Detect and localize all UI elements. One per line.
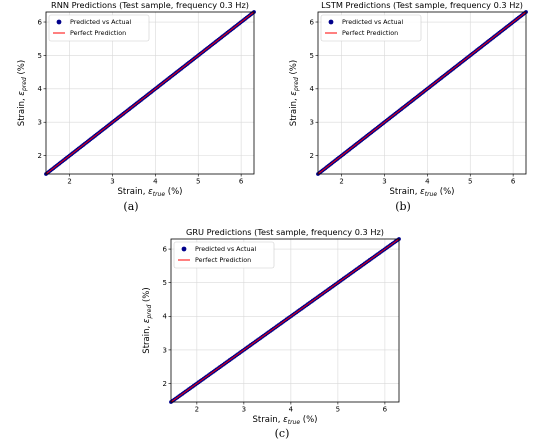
y-tick-label: 6	[163, 245, 168, 253]
legend-box	[320, 14, 422, 42]
x-axis-label-subscript: true	[288, 419, 301, 426]
perfect-prediction-line	[170, 238, 400, 403]
x-axis-label-symbol: ε	[148, 187, 153, 197]
y-tick-label: 5	[163, 279, 167, 287]
perfect-prediction-line	[45, 11, 255, 175]
caption-b: (b)	[395, 200, 411, 213]
legend-marker-scatter	[328, 19, 334, 25]
y-axis-label-suffix: (%)	[142, 287, 152, 304]
legend: Predicted vs Actual Perfect Prediction	[320, 14, 422, 42]
x-axis-label-subscript: true	[425, 191, 438, 198]
x-tick-label: 4	[425, 178, 430, 186]
x-axis-label-symbol: ε	[420, 187, 425, 197]
y-tick-label: 6	[38, 18, 43, 26]
y-axis-label-subscript: pred	[293, 77, 300, 92]
plot-frame	[170, 238, 400, 403]
perfect-prediction-line	[317, 11, 527, 175]
y-tick-label: 3	[310, 119, 314, 127]
y-axis-label-prefix: Strain,	[17, 96, 27, 127]
legend-marker-scatter	[56, 19, 62, 25]
panel-a: RNN Predictions (Test sample, frequency …	[17, 0, 256, 198]
legend-label: Perfect Prediction	[195, 256, 251, 264]
x-tick-label: 3	[242, 406, 246, 414]
legend-marker-scatter	[181, 246, 187, 252]
y-tick-label: 2	[38, 152, 42, 160]
x-axis-label-prefix: Strain,	[118, 187, 149, 197]
panel-b: LSTM Predictions (Test sample, frequency…	[289, 0, 528, 198]
y-axis-label-prefix: Strain,	[289, 96, 299, 127]
x-tick-label: 2	[339, 178, 343, 186]
x-axis-label-subscript: true	[153, 191, 166, 198]
x-axis-label-suffix: (%)	[165, 187, 182, 197]
x-axis-label-symbol: ε	[283, 415, 288, 425]
y-axis-label-symbol: ε	[289, 91, 299, 96]
y-tick-label: 4	[163, 313, 168, 321]
y-tick-label: 6	[310, 18, 315, 26]
legend-label: Predicted vs Actual	[195, 245, 256, 253]
y-axis-label-subscript: pred	[146, 305, 153, 320]
y-axis-label-prefix: Strain,	[142, 323, 152, 354]
y-axis-label-subscript: pred	[21, 77, 28, 92]
chart-title: LSTM Predictions (Test sample, frequency…	[321, 0, 523, 10]
y-axis-label: Strain, εpred (%)	[142, 287, 153, 353]
x-tick-label: 6	[511, 178, 516, 186]
legend-label: Perfect Prediction	[342, 29, 398, 37]
x-axis-label-suffix: (%)	[437, 187, 454, 197]
legend-label: Predicted vs Actual	[342, 18, 403, 26]
panel-c: GRU Predictions (Test sample, frequency …	[142, 227, 401, 426]
x-tick-label: 2	[195, 406, 199, 414]
x-tick-label: 4	[153, 178, 158, 186]
y-axis-label-symbol: ε	[17, 91, 27, 96]
y-tick-label: 5	[38, 52, 42, 60]
x-tick-label: 5	[468, 178, 472, 186]
x-tick-label: 3	[110, 178, 114, 186]
legend-label: Perfect Prediction	[70, 29, 126, 37]
x-axis-label: Strain, εtrue (%)	[118, 187, 183, 198]
x-tick-label: 5	[196, 178, 200, 186]
x-axis-label-prefix: Strain,	[390, 187, 421, 197]
y-axis-label: Strain, εpred (%)	[17, 60, 28, 126]
y-tick-label: 2	[310, 152, 314, 160]
x-axis-label: Strain, εtrue (%)	[253, 415, 318, 426]
y-axis-label-suffix: (%)	[17, 60, 27, 77]
y-tick-label: 4	[310, 85, 315, 93]
legend-box	[48, 14, 150, 42]
x-axis-label-suffix: (%)	[300, 415, 317, 425]
x-tick-label: 6	[239, 178, 244, 186]
x-tick-label: 2	[67, 178, 71, 186]
y-tick-label: 4	[38, 85, 43, 93]
y-tick-label: 3	[163, 346, 167, 354]
y-tick-label: 3	[38, 119, 42, 127]
plot-frame	[45, 11, 255, 175]
legend: Predicted vs Actual Perfect Prediction	[48, 14, 150, 42]
x-axis-label-prefix: Strain,	[253, 415, 284, 425]
plot-frame	[317, 11, 527, 175]
caption-c: (c)	[275, 427, 290, 440]
y-axis-label-suffix: (%)	[289, 60, 299, 77]
x-tick-label: 3	[382, 178, 386, 186]
y-tick-label: 5	[310, 52, 314, 60]
legend: Predicted vs Actual Perfect Prediction	[173, 241, 275, 269]
y-axis-label-symbol: ε	[142, 318, 152, 323]
x-tick-label: 4	[289, 406, 294, 414]
chart-title: RNN Predictions (Test sample, frequency …	[51, 0, 249, 10]
caption-a: (a)	[123, 200, 138, 213]
x-tick-label: 5	[336, 406, 340, 414]
chart-title: GRU Predictions (Test sample, frequency …	[186, 227, 384, 237]
y-axis-label: Strain, εpred (%)	[289, 60, 300, 126]
legend-box	[173, 241, 275, 269]
legend-label: Predicted vs Actual	[70, 18, 131, 26]
x-axis-label: Strain, εtrue (%)	[390, 187, 455, 198]
y-tick-label: 2	[163, 380, 167, 388]
x-tick-label: 6	[383, 406, 388, 414]
